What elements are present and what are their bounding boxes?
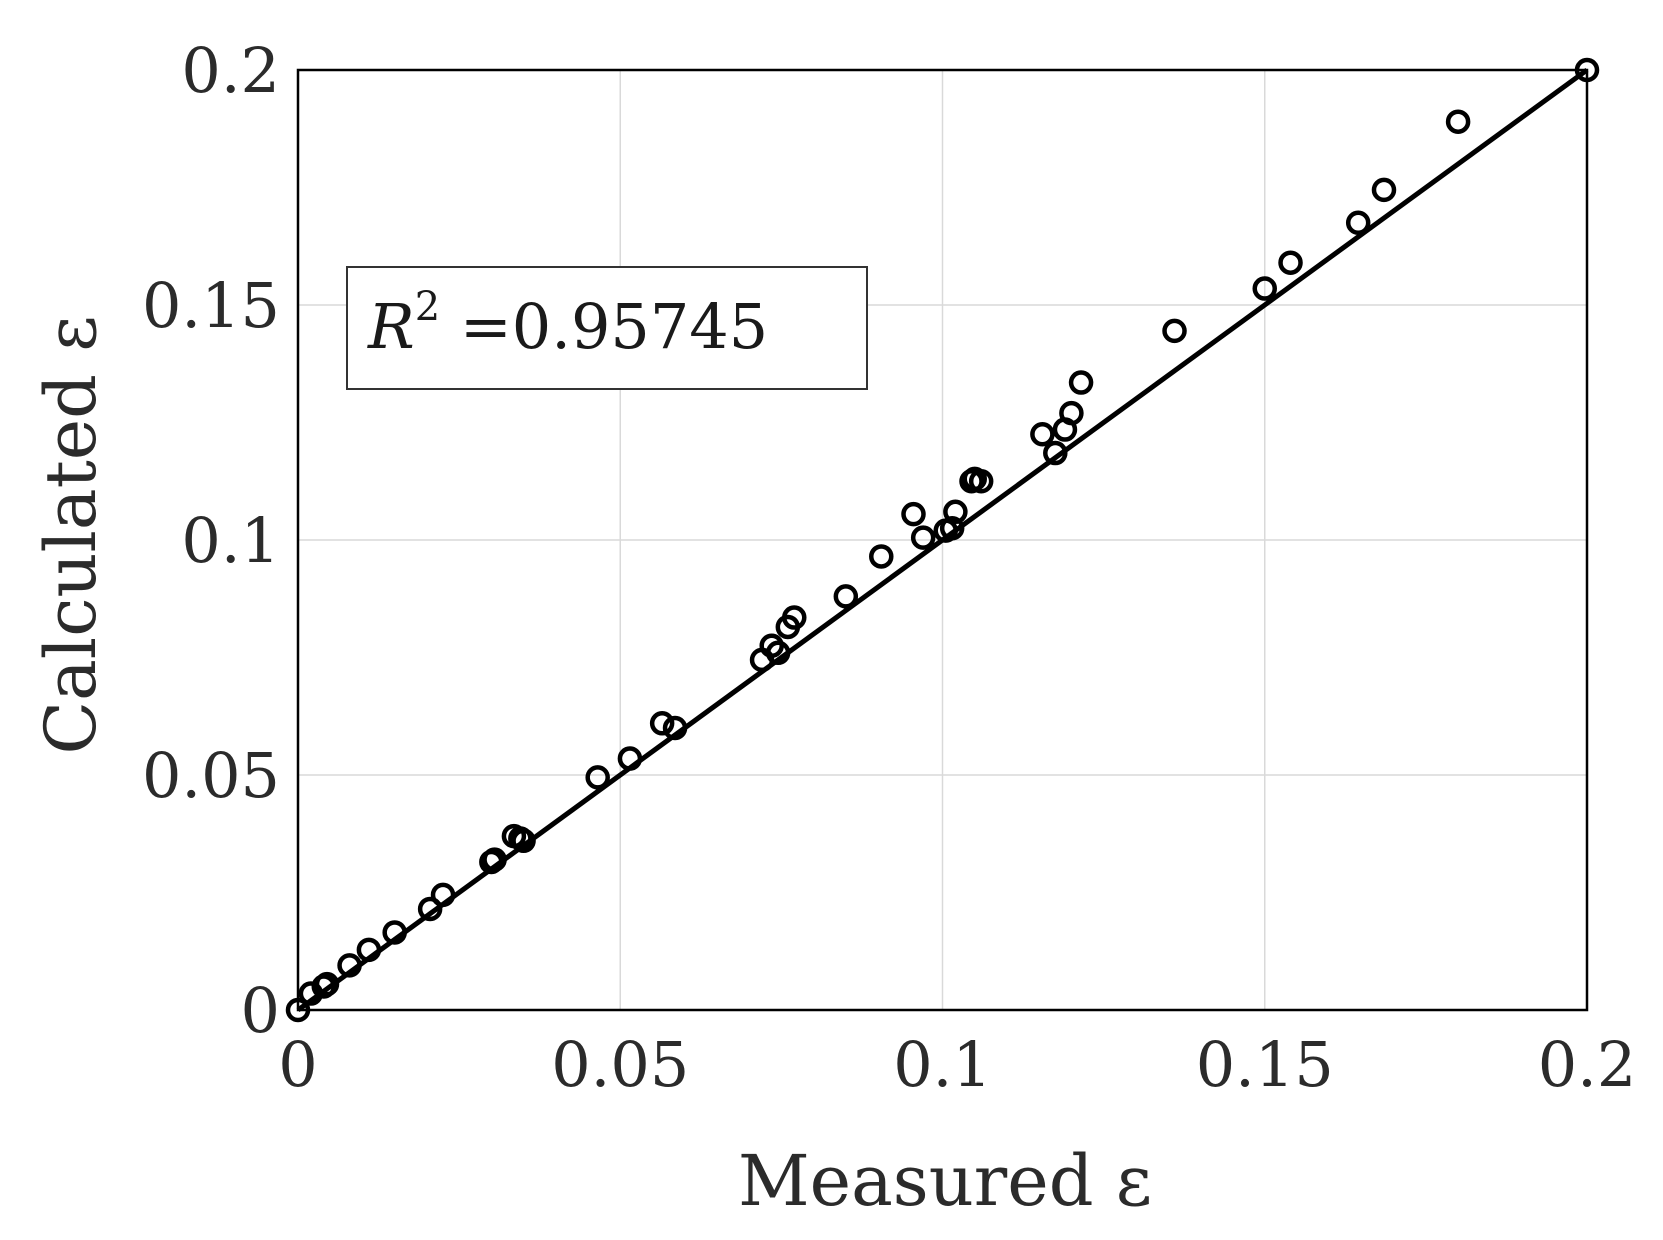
data-point xyxy=(617,746,643,771)
x-axis-title: Measured ε xyxy=(738,1140,1152,1222)
plot-area-frame xyxy=(296,68,1589,1012)
data-point xyxy=(285,997,311,1023)
data-points xyxy=(285,57,1600,1023)
annotation-box xyxy=(346,266,868,390)
data-point xyxy=(1030,422,1055,447)
y-axis-title: Calculated ε xyxy=(30,316,112,755)
y-tick-label: 0 xyxy=(241,974,280,1047)
data-point xyxy=(662,715,688,741)
data-point xyxy=(939,516,965,541)
data-point xyxy=(782,605,807,630)
data-point xyxy=(910,525,936,550)
data-point xyxy=(1043,440,1068,466)
annotation-superscript: 2 xyxy=(415,284,440,330)
data-point xyxy=(1162,318,1187,344)
data-point xyxy=(869,544,894,569)
data-point xyxy=(1059,400,1084,426)
x-tick-labels: 0 0.05 0.1 0.15 0.2 xyxy=(278,1028,1636,1101)
y-tick-label: 0.05 xyxy=(142,739,280,812)
x-tick-label: 0.15 xyxy=(1196,1028,1334,1101)
data-point xyxy=(482,847,507,872)
data-point xyxy=(430,882,456,908)
data-point xyxy=(1445,109,1471,134)
x-tick-label: 0.1 xyxy=(893,1028,992,1101)
y-tick-label: 0.15 xyxy=(142,269,280,342)
data-point xyxy=(901,501,926,527)
y-tick-label: 0.2 xyxy=(181,34,280,107)
data-point xyxy=(314,971,340,997)
data-point xyxy=(968,469,994,494)
data-point xyxy=(356,937,382,963)
data-point xyxy=(833,584,859,609)
data-point xyxy=(1345,210,1371,235)
y-tick-label: 0.1 xyxy=(181,504,280,577)
annotation-value: =0.95745 xyxy=(440,290,768,363)
data-point xyxy=(585,765,610,790)
x-tick-label: 0.05 xyxy=(551,1028,689,1101)
data-point xyxy=(649,711,675,736)
data-point xyxy=(511,828,536,854)
data-point xyxy=(765,640,791,666)
r-squared-annotation: R2 =0.95745 xyxy=(346,266,868,390)
data-point xyxy=(943,499,968,525)
annotation-r: R xyxy=(367,290,415,363)
svg-text:R2 =0.95745: R2 =0.95745 xyxy=(367,284,768,363)
x-tick-label: 0 xyxy=(278,1028,317,1101)
data-point xyxy=(1371,177,1397,203)
data-point xyxy=(1574,57,1600,83)
x-tick-label: 0.2 xyxy=(1538,1028,1637,1101)
data-point xyxy=(337,953,362,978)
data-point xyxy=(1068,370,1094,395)
data-point xyxy=(1278,250,1303,275)
data-point xyxy=(1252,276,1277,301)
y-tick-labels: 0 0.05 0.1 0.15 0.2 xyxy=(142,34,280,1047)
data-point xyxy=(382,920,407,945)
data-point xyxy=(417,896,443,922)
